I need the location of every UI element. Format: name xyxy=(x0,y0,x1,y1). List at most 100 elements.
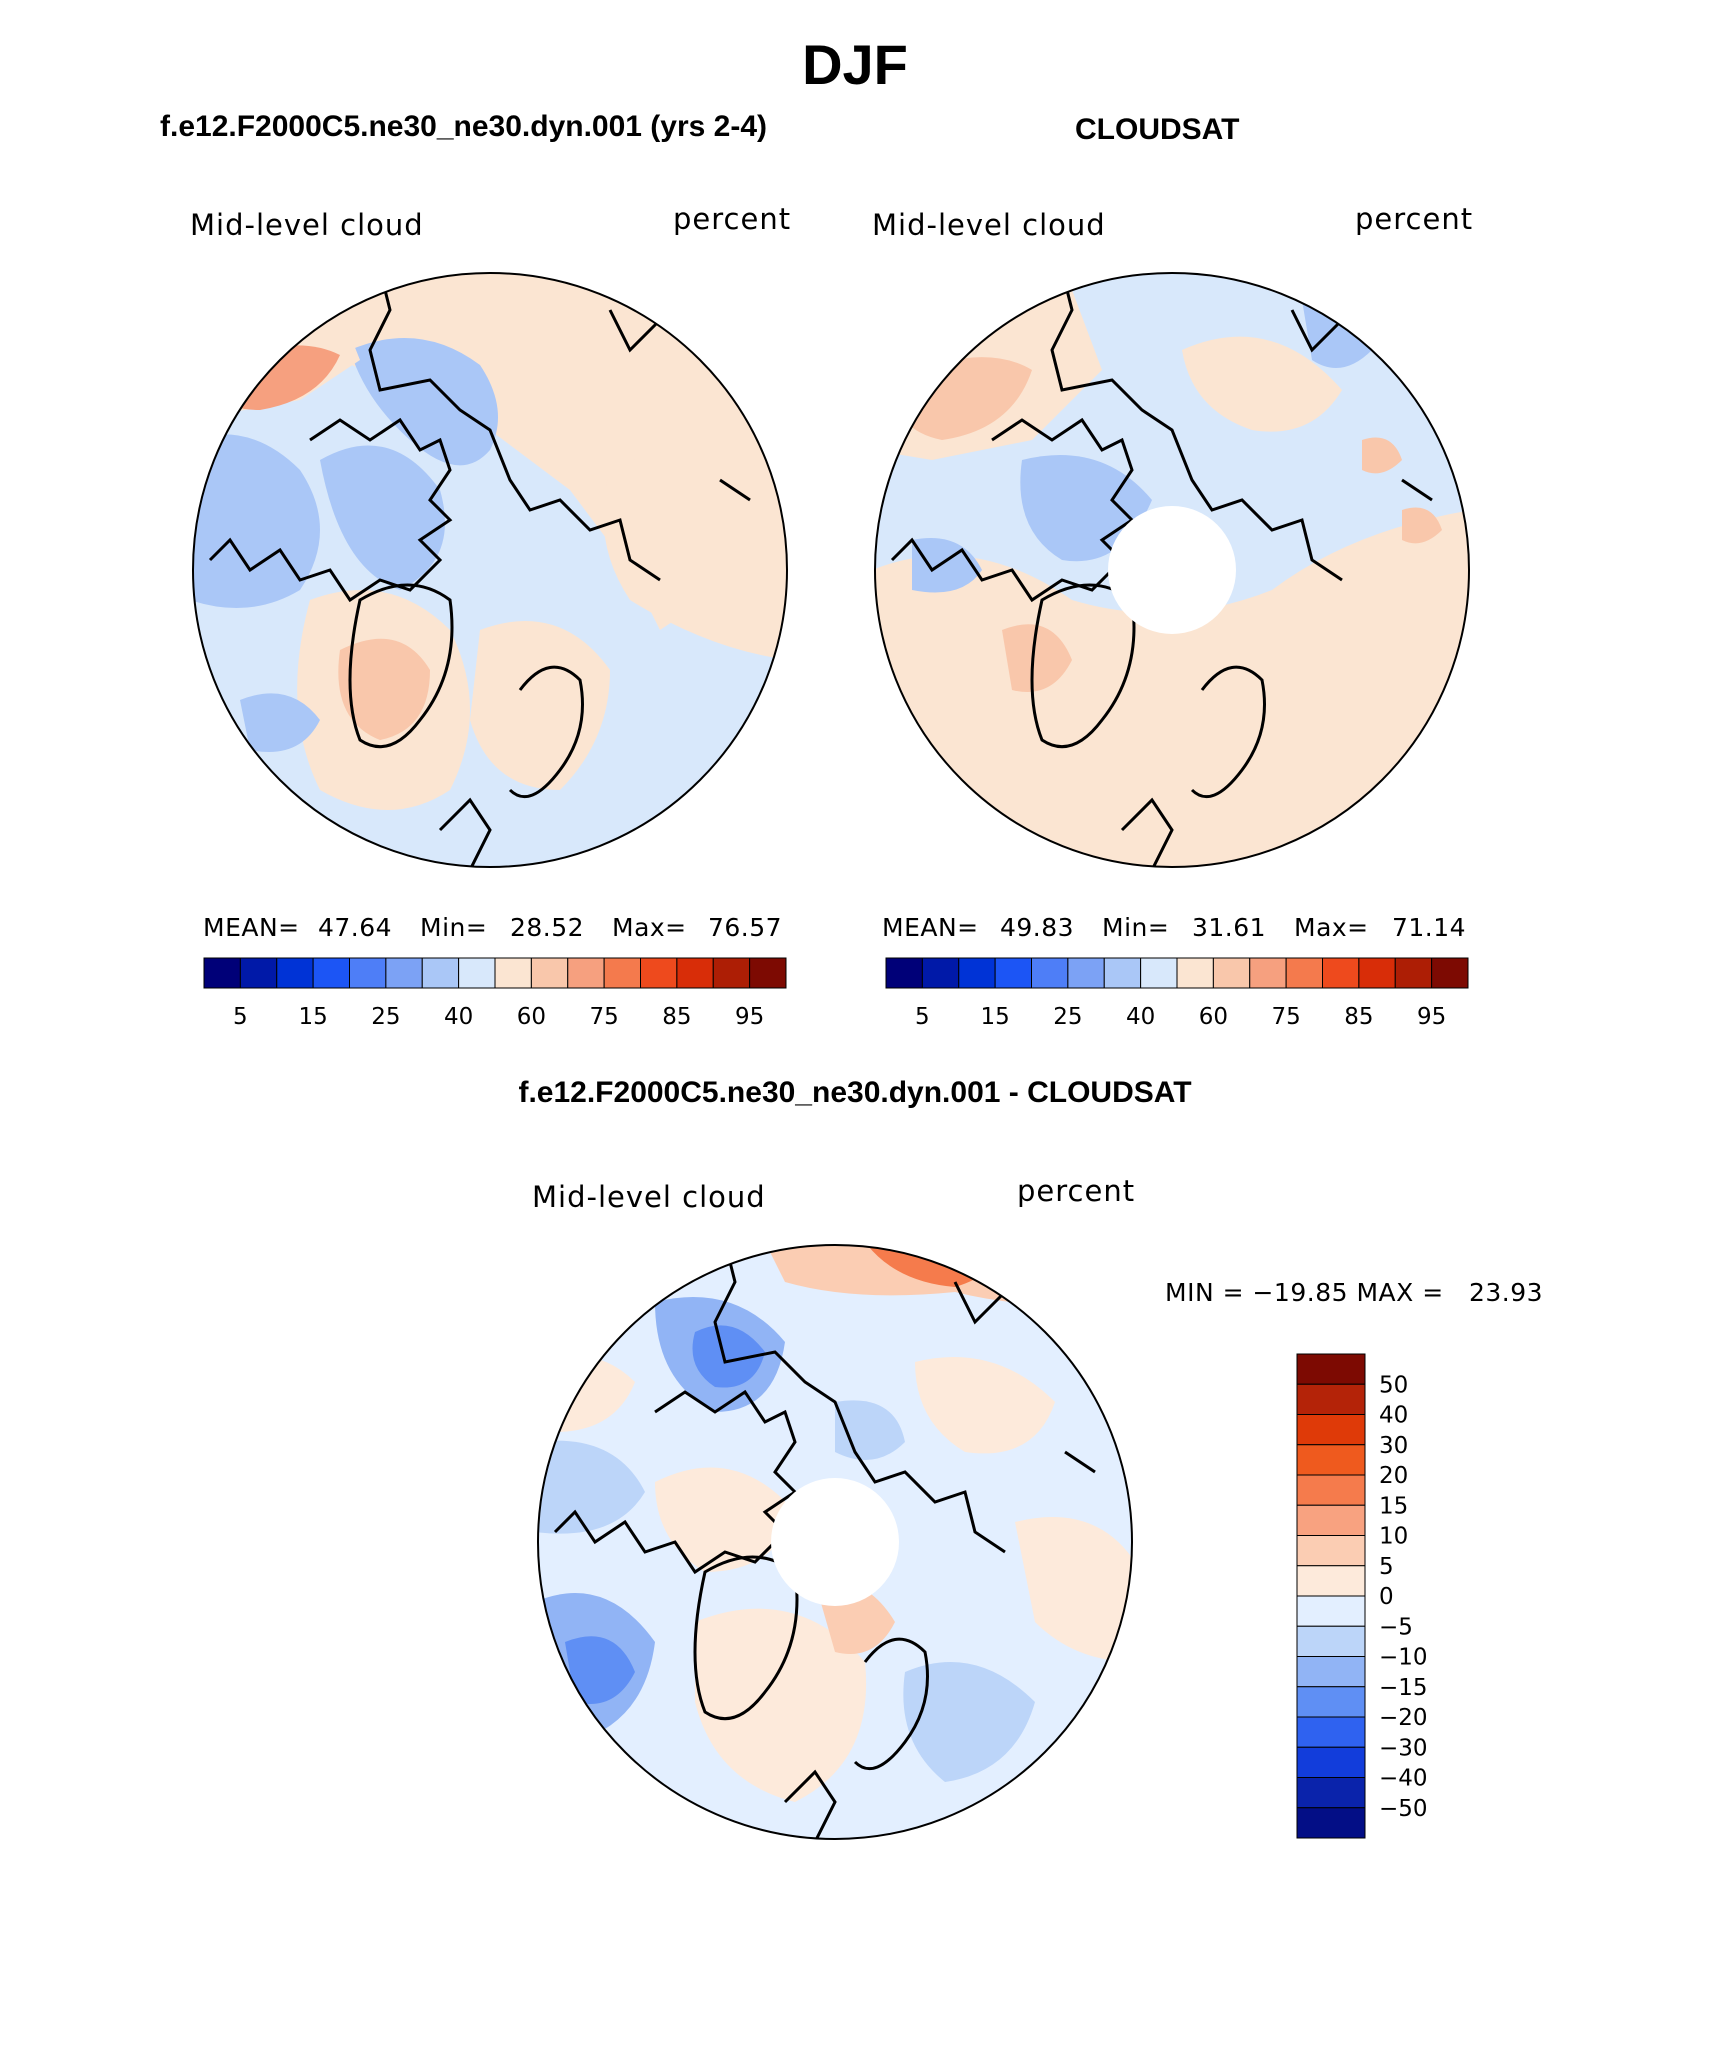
left-max-label: Max= xyxy=(612,913,687,942)
left-min-value: 28.52 xyxy=(510,913,585,942)
colorbar-tick-label: 5 xyxy=(1379,1554,1394,1580)
colorbar-swatch xyxy=(530,957,569,989)
colorbar-tick-label: 60 xyxy=(517,1004,546,1030)
map-boundary xyxy=(537,1244,1133,1840)
coastline xyxy=(783,1769,837,1839)
colorbar-swatch xyxy=(1067,957,1105,989)
cool-region-fill xyxy=(320,445,445,590)
colorbar-swatch xyxy=(494,957,532,989)
colorbar-tick-label: −30 xyxy=(1379,1735,1428,1761)
colorbar-tick-label: 5 xyxy=(233,1004,248,1030)
cool-region-fill xyxy=(240,693,320,752)
coastline xyxy=(508,665,584,799)
colorbar-swatch xyxy=(603,957,641,989)
right-max-label: Max= xyxy=(1294,913,1369,942)
colorbar-swatch xyxy=(1296,1444,1366,1476)
colorbar-tick-label: 15 xyxy=(980,1004,1009,1030)
colorbar-swatch xyxy=(1296,1383,1366,1415)
colorbar-swatch xyxy=(1296,1746,1366,1778)
coastline xyxy=(348,583,454,749)
warm-region-fill xyxy=(470,621,610,790)
colorbar-tick-label: 25 xyxy=(1053,1004,1082,1030)
colorbar-swatch xyxy=(994,957,1032,989)
colorbar-tick-label: 0 xyxy=(1379,1584,1394,1610)
colorbar-tick-label: 60 xyxy=(1199,1004,1228,1030)
coastline xyxy=(713,1245,1006,1554)
colorbar-tick-label: 95 xyxy=(735,1004,764,1030)
diff-units-label: percent xyxy=(1017,1174,1136,1208)
colorbar-swatch xyxy=(1296,1656,1366,1688)
diff-minmax-text: MIN = −19.85 MAX = 23.93 xyxy=(1165,1278,1544,1307)
cool-region-fill xyxy=(193,434,320,608)
left-field-label: Mid-level cloud xyxy=(190,208,424,242)
coastline xyxy=(438,797,492,867)
colorbar-swatch xyxy=(885,957,923,989)
coastline xyxy=(1034,1280,1077,1304)
obs-polar-map xyxy=(874,272,1470,868)
warm-region-fill xyxy=(1015,1517,1132,1662)
colorbar-swatch xyxy=(458,957,496,989)
colorbar-swatch xyxy=(1212,957,1251,989)
right-mean-value: 49.83 xyxy=(1000,913,1075,942)
figure-title: DJF xyxy=(802,33,908,96)
colorbar-swatch xyxy=(239,957,278,989)
diff-polar-map xyxy=(537,1244,1133,1840)
colorbar-tick-label: 85 xyxy=(662,1004,691,1030)
colorbar-tick-label: −10 xyxy=(1379,1645,1428,1671)
right-mean-label: MEAN= xyxy=(882,913,979,942)
coastline xyxy=(1050,273,1343,582)
warm-region-fill xyxy=(1182,336,1342,432)
colorbar-tick-label: 75 xyxy=(589,1004,618,1030)
coastline xyxy=(1401,478,1433,502)
right-min-label: Min= xyxy=(1102,913,1170,942)
left-max-value: 76.57 xyxy=(708,913,783,942)
colorbar-tick-label: 40 xyxy=(1126,1004,1155,1030)
colorbar-swatch xyxy=(640,957,678,989)
left-min-label: Min= xyxy=(420,913,488,942)
colorbar-tick-label: 15 xyxy=(1379,1493,1408,1519)
coastline xyxy=(1064,1450,1096,1474)
warm-region-fill xyxy=(695,1608,867,1802)
coastline xyxy=(1190,665,1266,799)
map-boundary xyxy=(874,272,1470,868)
colorbar-swatch xyxy=(1296,1777,1366,1809)
colorbar-swatch xyxy=(1296,1565,1366,1597)
colorbar-swatch xyxy=(1140,957,1178,989)
colorbar-tick-label: −15 xyxy=(1379,1675,1428,1701)
left-mean-label: MEAN= xyxy=(203,913,300,942)
colorbar-tick-label: 15 xyxy=(298,1004,327,1030)
colorbar-tick-label: −5 xyxy=(1379,1614,1413,1640)
colorbar-swatch xyxy=(1358,957,1396,989)
strong-cool-fill xyxy=(565,1636,635,1704)
cool-region-fill xyxy=(1302,298,1372,368)
warm-region-fill xyxy=(603,449,787,660)
colorbar-swatch xyxy=(1031,957,1069,989)
diff-field-label: Mid-level cloud xyxy=(532,1180,766,1214)
colorbar-swatch xyxy=(1176,957,1214,989)
colorbar-swatch xyxy=(1296,1625,1366,1657)
colorbar-tick-label: 40 xyxy=(444,1004,473,1030)
colorbar-swatch xyxy=(1296,1474,1366,1506)
colorbar-tick-label: 5 xyxy=(915,1004,930,1030)
cool-region-fill xyxy=(538,1440,645,1534)
colorbar-swatch xyxy=(1296,1504,1366,1536)
colorbar-tick-label: 85 xyxy=(1344,1004,1373,1030)
colorbar-swatch xyxy=(749,957,787,989)
colorbar-swatch xyxy=(712,957,751,989)
colorbar-tick-label: 50 xyxy=(1379,1372,1408,1398)
colorbar-swatch xyxy=(1296,1807,1366,1839)
model-panel-title: f.e12.F2000C5.ne30_ne30.dyn.001 (yrs 2-4… xyxy=(160,110,768,143)
colorbar-tick-label: −40 xyxy=(1379,1766,1428,1792)
obs-panel-title: CLOUDSAT xyxy=(1075,113,1240,146)
colorbar-swatch xyxy=(1103,957,1142,989)
colorbar-swatch xyxy=(1296,1353,1366,1385)
colorbar-swatch xyxy=(1322,957,1360,989)
strong-cool-fill xyxy=(692,1325,765,1388)
colorbar-swatch xyxy=(1249,957,1287,989)
coastline xyxy=(693,1555,799,1721)
colorbar-tick-label: 40 xyxy=(1379,1403,1408,1429)
right-min-value: 31.61 xyxy=(1192,913,1267,942)
colorbar-swatch xyxy=(1285,957,1323,989)
colorbar-tick-label: −20 xyxy=(1379,1705,1428,1731)
colorbar-swatch xyxy=(421,957,460,989)
